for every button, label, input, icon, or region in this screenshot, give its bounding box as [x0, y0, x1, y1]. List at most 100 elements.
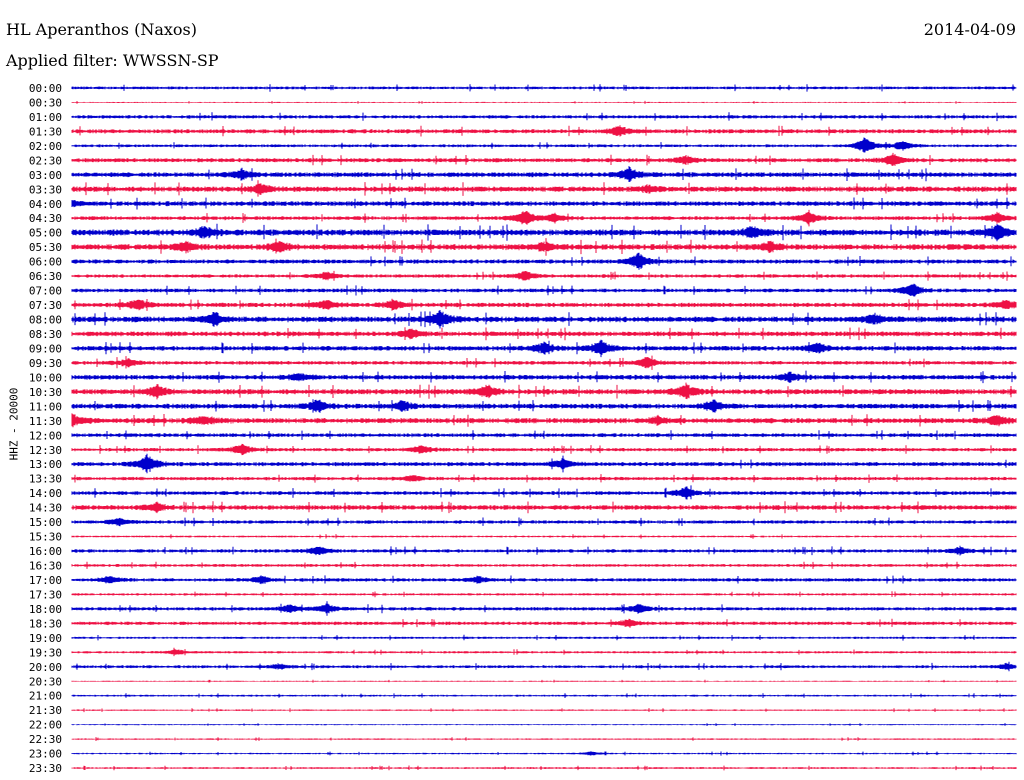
- time-label: 08:30: [29, 328, 62, 341]
- time-label: 10:30: [29, 386, 62, 399]
- trace-line: [71, 723, 1017, 726]
- time-label: 14:30: [29, 502, 62, 515]
- time-label: 20:00: [29, 661, 62, 674]
- trace-line: [71, 339, 1017, 358]
- trace-line: [71, 283, 1017, 297]
- time-label: 09:00: [29, 342, 62, 355]
- time-label: 12:00: [29, 429, 62, 442]
- time-label: 15:00: [29, 516, 62, 529]
- time-label: 02:00: [29, 140, 62, 153]
- trace-line: [71, 765, 1017, 771]
- time-label: 17:30: [29, 588, 62, 601]
- time-label: 13:00: [29, 458, 62, 471]
- trace-line: [71, 180, 1017, 197]
- trace-line: [71, 166, 1017, 182]
- time-label: 11:30: [29, 415, 62, 428]
- trace-line: [71, 152, 1017, 166]
- trace-line: [71, 618, 1017, 628]
- trace-line: [71, 545, 1017, 556]
- trace-line: [71, 474, 1017, 483]
- time-label: 12:30: [29, 444, 62, 457]
- trace-line: [71, 382, 1017, 400]
- trace-line: [71, 298, 1017, 311]
- trace-line: [71, 238, 1017, 256]
- trace-line: [71, 453, 1017, 474]
- trace-line: [71, 591, 1017, 598]
- time-label: 22:30: [29, 733, 62, 746]
- time-label: 00:30: [29, 96, 62, 109]
- time-label: 17:00: [29, 574, 62, 587]
- time-label: 22:00: [29, 719, 62, 732]
- time-label: 19:00: [29, 632, 62, 645]
- time-label: 23:30: [29, 762, 62, 775]
- station-title: HL Aperanthos (Naxos): [6, 20, 197, 39]
- time-label: 21:30: [29, 704, 62, 717]
- time-label: 16:30: [29, 560, 62, 573]
- time-label: 11:00: [29, 400, 62, 413]
- time-label: 00:00: [29, 82, 62, 95]
- trace-line: [71, 209, 1017, 227]
- trace-line: [71, 399, 1017, 413]
- trace-line: [71, 634, 1017, 641]
- filter-label: Applied filter: WWSSN-SP: [6, 51, 219, 70]
- trace-line: [71, 223, 1017, 242]
- time-label: 01:00: [29, 111, 62, 124]
- trace-line: [71, 601, 1017, 616]
- trace-line: [71, 443, 1017, 456]
- trace-line: [71, 534, 1017, 539]
- time-label: 07:30: [29, 299, 62, 312]
- time-label: 08:00: [29, 314, 62, 327]
- time-label: 06:00: [29, 256, 62, 269]
- trace-line: [71, 270, 1017, 281]
- time-label: 03:30: [29, 183, 62, 196]
- time-label: 15:30: [29, 531, 62, 544]
- trace-line: [71, 100, 1017, 104]
- trace-line: [71, 517, 1017, 527]
- trace-line: [71, 310, 1017, 329]
- time-label: 02:30: [29, 154, 62, 167]
- trace-line: [71, 112, 1017, 122]
- trace-line: [71, 125, 1017, 137]
- time-label: 09:30: [29, 357, 62, 370]
- trace-line: [71, 430, 1017, 440]
- trace-line: [71, 737, 1017, 741]
- time-label: 14:00: [29, 487, 62, 500]
- time-label: 23:00: [29, 748, 62, 761]
- trace-line: [71, 327, 1017, 341]
- trace-line: [71, 370, 1017, 384]
- trace-line: [71, 413, 1017, 428]
- trace-line: [71, 137, 1017, 153]
- time-label: 07:00: [29, 285, 62, 298]
- trace-line: [71, 84, 1017, 92]
- time-label: 05:30: [29, 241, 62, 254]
- time-label: 04:00: [29, 198, 62, 211]
- time-label: 05:00: [29, 227, 62, 240]
- trace-line: [71, 575, 1017, 585]
- trace-line: [71, 751, 1017, 756]
- trace-line: [71, 501, 1017, 514]
- time-label: 20:30: [29, 675, 62, 688]
- time-label: 19:30: [29, 646, 62, 659]
- trace-line: [71, 355, 1017, 370]
- time-label: 10:00: [29, 371, 62, 384]
- trace-line: [71, 561, 1017, 569]
- trace-line: [71, 693, 1017, 699]
- trace-line: [71, 647, 1017, 657]
- time-label: 01:30: [29, 125, 62, 138]
- time-label: 16:00: [29, 545, 62, 558]
- trace-line: [71, 679, 1017, 683]
- time-label: 18:00: [29, 603, 62, 616]
- time-label: 21:00: [29, 690, 62, 703]
- record-date: 2014-04-09: [923, 20, 1016, 39]
- trace-line: [71, 708, 1017, 713]
- trace-line: [71, 661, 1017, 672]
- trace-line: [71, 197, 1017, 210]
- time-label: 04:30: [29, 212, 62, 225]
- time-label: 03:00: [29, 169, 62, 182]
- time-label: 13:30: [29, 473, 62, 486]
- time-label: 18:30: [29, 617, 62, 630]
- trace-line: [71, 485, 1017, 500]
- time-label: 06:30: [29, 270, 62, 283]
- channel-label: HHZ - 20000: [7, 387, 21, 461]
